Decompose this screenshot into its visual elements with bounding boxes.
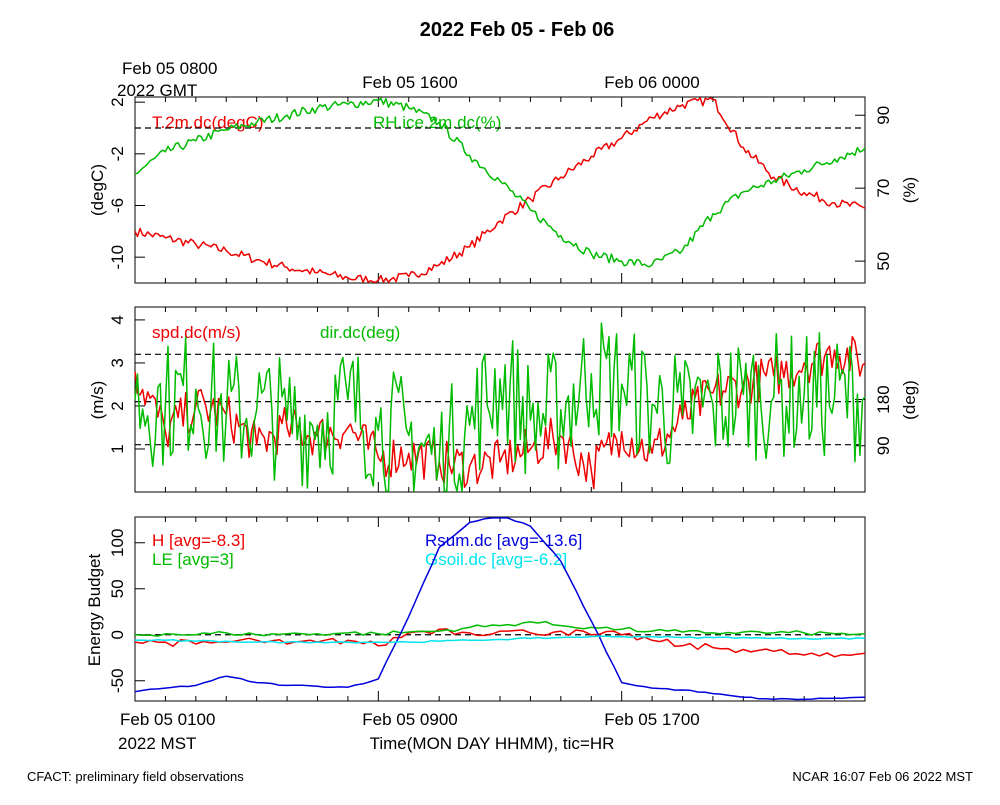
series-line-red	[134, 97, 866, 283]
y-tick-label-left: 100	[108, 529, 127, 557]
footer-right: NCAR 16:07 Feb 06 2022 MST	[792, 769, 973, 784]
panel3-legend-le: LE [avg=3]	[152, 550, 234, 569]
y-tick-label-left: -10	[108, 245, 127, 270]
chart-title: 2022 Feb 05 - Feb 06	[420, 19, 615, 41]
top-time-label-1: Feb 05 1600	[362, 73, 457, 92]
series-line-red	[134, 335, 866, 490]
top-time-sublabel: 2022 GMT	[117, 81, 197, 100]
y-tick-label-left: -2	[108, 146, 127, 161]
y-tick-label-left: 2	[108, 401, 127, 410]
panel2-ylabel-left: (m/s)	[88, 381, 107, 420]
panel-energy-budget: Energy Budget H [avg=-8.3] LE [avg=3] Rs…	[85, 516, 866, 702]
panel1-ylabel-left: (degC)	[88, 164, 107, 216]
bottom-time-label-0: Feb 05 0100	[120, 710, 215, 729]
y-tick-label-right: 180	[874, 385, 893, 413]
x-axis-label: Time(MON DAY HHMM), tic=HR	[370, 734, 615, 753]
y-tick-label-right: 70	[874, 179, 893, 198]
bottom-time-label-2: Feb 05 1700	[604, 710, 699, 729]
y-tick-label-left: 0	[108, 630, 127, 639]
series-line-blue	[134, 517, 866, 701]
y-tick-label-right: 90	[874, 106, 893, 125]
panel-wind: (m/s) (deg) spd.dc(m/s) dir.dc(deg) 1 2 3 4…	[88, 306, 919, 493]
y-tick-label-left: -50	[108, 668, 127, 693]
bottom-time-sublabel: 2022 MST	[118, 734, 196, 753]
panel1-series	[134, 97, 866, 283]
panel3-ylabel-left: Energy Budget	[85, 553, 104, 666]
bottom-time-label-1: Feb 05 0900	[362, 710, 457, 729]
y-tick-label-left: 1	[108, 444, 127, 453]
panel2-legend-dir: dir.dc(deg)	[320, 323, 400, 342]
panel2-legend-spd: spd.dc(m/s)	[152, 323, 241, 342]
panel3-legend-rsum: Rsum.dc [avg=-13.6]	[425, 531, 582, 550]
panel3-legend-h: H [avg=-8.3]	[152, 531, 245, 550]
y-tick-label-right: 90	[874, 436, 893, 455]
panel2-series	[134, 322, 866, 492]
y-tick-label-left: -6	[108, 198, 127, 213]
y-tick-label-left: 4	[108, 315, 127, 324]
y-tick-label-left: 2	[108, 97, 127, 106]
panel3-series	[134, 517, 866, 701]
series-line-red	[134, 628, 866, 658]
y-tick-label-left: 3	[108, 358, 127, 367]
y-tick-label-left: 50	[108, 579, 127, 598]
y-tick-label-right: 50	[874, 252, 893, 271]
series-line-green	[134, 620, 866, 637]
panel3-legend-gsoil: Gsoil.dc [avg=-6.2]	[425, 550, 567, 569]
panel2-ylabel-right: (deg)	[900, 380, 919, 420]
panel1-ticks: 2 -2 -6 -10 90 70 50	[108, 97, 893, 283]
panel1-legend-rh: RH.ice.2m.dc(%)	[373, 113, 501, 132]
panel1-legend-temp: T.2m.dc(degC)	[152, 113, 263, 132]
panel1-ylabel-right: (%)	[900, 177, 919, 203]
top-time-label-0: Feb 05 0800	[122, 59, 217, 78]
series-line-green	[134, 97, 866, 268]
panel-temperature-humidity: (degC) (%) T.2m.dc(degC) RH.ice.2m.dc(%)…	[88, 96, 919, 284]
top-time-label-2: Feb 06 0000	[604, 73, 699, 92]
series-line-green	[134, 322, 866, 492]
footer-left: CFACT: preliminary field observations	[27, 769, 244, 784]
series-line-cyan	[134, 635, 866, 644]
